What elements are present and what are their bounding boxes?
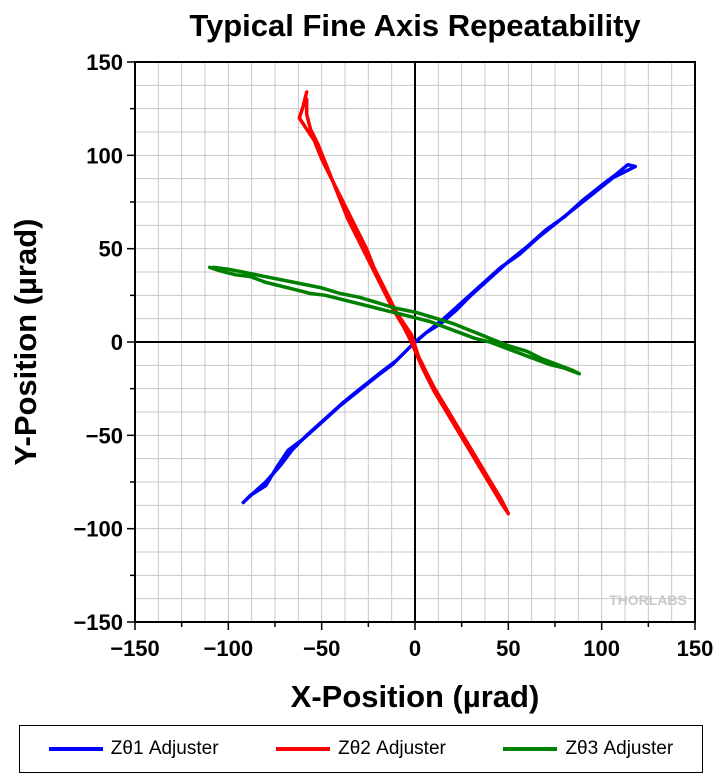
y-tick-label: −50 [86,423,123,448]
chart-title: Typical Fine Axis Repeatability [189,8,641,43]
y-tick-label: 150 [86,50,123,75]
thorlabs-watermark: THORLABS [609,592,687,608]
series-lines [207,90,638,516]
legend-swatch-z3 [503,747,558,751]
legend-label-z2: Zθ2 Adjuster [338,738,446,759]
y-tick-label: 100 [86,143,123,168]
y-tick-label: 0 [111,330,123,355]
legend-item-z1: Zθ1 Adjuster [48,738,219,760]
legend: Zθ1 Adjuster Zθ2 Adjuster Zθ3 Adjuster [19,725,703,773]
series-line-2 [297,90,511,516]
series-line-3 [207,265,582,376]
legend-item-z3: Zθ3 Adjuster [503,738,673,760]
legend-swatch-z1 [48,747,103,751]
legend-swatch-z2 [276,747,331,751]
chart-svg: −150 −100 −50 0 50 100 150 −150 −100 −50 0 50 100 150… [8,8,713,714]
y-tick-label: −100 [73,517,123,542]
x-tick-label: 100 [583,636,620,661]
x-tick-label: −150 [110,636,160,661]
x-axis-label: X-Position (µrad) [291,679,540,714]
legend-label-z1: Zθ1 Adjuster [110,738,219,759]
legend-item-z2: Zθ2 Adjuster [276,738,446,760]
legend-label-z3: Zθ3 Adjuster [565,738,674,759]
series-line-1 [241,162,638,505]
y-tick-label: 50 [99,237,123,262]
x-tick-label: 0 [409,636,421,661]
x-tick-label: 50 [496,636,520,661]
y-tick-label: −150 [73,610,123,635]
tick-labels: −150 −100 −50 0 50 100 150 −150 −100 −50 0 50 100 150 [73,50,713,661]
x-tick-label: −100 [204,636,254,661]
y-axis-label: Y-Position (µrad) [8,219,43,466]
x-tick-label: 150 [677,636,714,661]
x-tick-label: −50 [303,636,340,661]
